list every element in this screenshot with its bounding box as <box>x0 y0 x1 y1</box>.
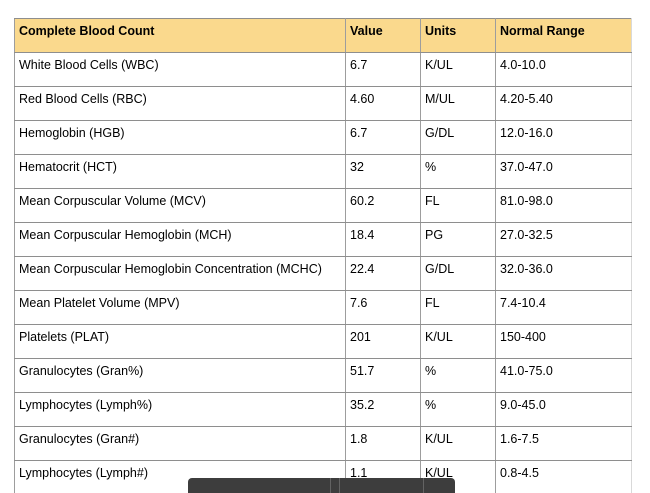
cell-value: 7.6 <box>345 290 421 325</box>
cell-units: G/DL <box>420 120 496 155</box>
cell-value: 32 <box>345 154 421 189</box>
cell-test-name: Mean Corpuscular Volume (MCV) <box>14 188 346 223</box>
cell-normal-range: 4.0-10.0 <box>495 52 632 87</box>
cell-normal-range: 9.0-45.0 <box>495 392 632 427</box>
cell-units: K/UL <box>420 324 496 359</box>
cell-normal-range: 7.4-10.4 <box>495 290 632 325</box>
cell-test-name: Granulocytes (Gran#) <box>14 426 346 461</box>
cell-units: % <box>420 154 496 189</box>
table-row: Red Blood Cells (RBC) 4.60 M/UL 4.20-5.40 <box>14 86 632 121</box>
table-row: Platelets (PLAT) 201 K/UL 150-400 <box>14 324 632 359</box>
toolbar-segment[interactable] <box>339 478 423 493</box>
cell-test-name: Hemoglobin (HGB) <box>14 120 346 155</box>
table-header-row: Complete Blood Count Value Units Normal … <box>14 18 632 53</box>
cell-normal-range: 32.0-36.0 <box>495 256 632 291</box>
cell-test-name: Granulocytes (Gran%) <box>14 358 346 393</box>
table-row: Granulocytes (Gran#) 1.8 K/UL 1.6-7.5 <box>14 426 632 461</box>
table-row: Mean Platelet Volume (MPV) 7.6 FL 7.4-10.4 <box>14 290 632 325</box>
table-row: Lymphocytes (Lymph#) 1.1 K/UL 0.8-4.5 <box>14 460 632 493</box>
cell-test-name: Mean Corpuscular Hemoglobin Concentratio… <box>14 256 346 291</box>
table-row: Mean Corpuscular Hemoglobin Concentratio… <box>14 256 632 291</box>
toolbar-segment[interactable] <box>330 478 339 493</box>
cell-normal-range: 1.6-7.5 <box>495 426 632 461</box>
cell-normal-range: 4.20-5.40 <box>495 86 632 121</box>
cell-units: G/DL <box>420 256 496 291</box>
cell-units: % <box>420 358 496 393</box>
cell-value: 60.2 <box>345 188 421 223</box>
column-header-test: Complete Blood Count <box>14 18 346 53</box>
cell-normal-range: 27.0-32.5 <box>495 222 632 257</box>
cell-units: PG <box>420 222 496 257</box>
cell-test-name: Mean Platelet Volume (MPV) <box>14 290 346 325</box>
cell-units: % <box>420 392 496 427</box>
column-header-normal-range: Normal Range <box>495 18 632 53</box>
cell-test-name: Platelets (PLAT) <box>14 324 346 359</box>
table-row: Lymphocytes (Lymph%) 35.2% 9.0-45.0 <box>14 392 632 427</box>
table-row: Mean Corpuscular Volume (MCV) 60.2 FL 81.0-… <box>14 188 632 223</box>
cell-value: 6.7 <box>345 52 421 87</box>
cell-test-name: White Blood Cells (WBC) <box>14 52 346 87</box>
table-row: Granulocytes (Gran%) 51.7% 41.0-75.0 <box>14 358 632 393</box>
table-row: Hematocrit (HCT) 32% 37.0-47.0 <box>14 154 632 189</box>
cell-value: 1.8 <box>345 426 421 461</box>
table-row: Hemoglobin (HGB) 6.7 G/DL 12.0-16.0 <box>14 120 632 155</box>
table-row: White Blood Cells (WBC) 6.7 K/UL 4.0-10.0 <box>14 52 632 87</box>
cbc-results-table: Complete Blood Count Value Units Normal … <box>14 18 632 493</box>
cell-normal-range: 12.0-16.0 <box>495 120 632 155</box>
cell-normal-range: 41.0-75.0 <box>495 358 632 393</box>
cell-normal-range: 81.0-98.0 <box>495 188 632 223</box>
cell-test-name: Hematocrit (HCT) <box>14 154 346 189</box>
table-row: Mean Corpuscular Hemoglobin (MCH) 18.4 PG 2… <box>14 222 632 257</box>
cell-units: K/UL <box>420 52 496 87</box>
cell-units: FL <box>420 290 496 325</box>
cell-units: FL <box>420 188 496 223</box>
cell-value: 6.7 <box>345 120 421 155</box>
cell-units: M/UL <box>420 86 496 121</box>
cell-value: 51.7 <box>345 358 421 393</box>
cell-value: 18.4 <box>345 222 421 257</box>
toolbar-segment[interactable] <box>423 478 455 493</box>
cell-units: K/UL <box>420 426 496 461</box>
cell-value: 4.60 <box>345 86 421 121</box>
cell-test-name: Red Blood Cells (RBC) <box>14 86 346 121</box>
toolbar-segment[interactable] <box>188 478 330 493</box>
cell-normal-range: 0.8-4.5 <box>495 460 632 493</box>
cell-value: 201 <box>345 324 421 359</box>
cell-value: 22.4 <box>345 256 421 291</box>
cell-test-name: Mean Corpuscular Hemoglobin (MCH) <box>14 222 346 257</box>
bottom-toolbar[interactable] <box>188 478 455 493</box>
column-header-value: Value <box>345 18 421 53</box>
cell-value: 35.2 <box>345 392 421 427</box>
cell-test-name: Lymphocytes (Lymph%) <box>14 392 346 427</box>
cell-normal-range: 150-400 <box>495 324 632 359</box>
cell-normal-range: 37.0-47.0 <box>495 154 632 189</box>
column-header-units: Units <box>420 18 496 53</box>
